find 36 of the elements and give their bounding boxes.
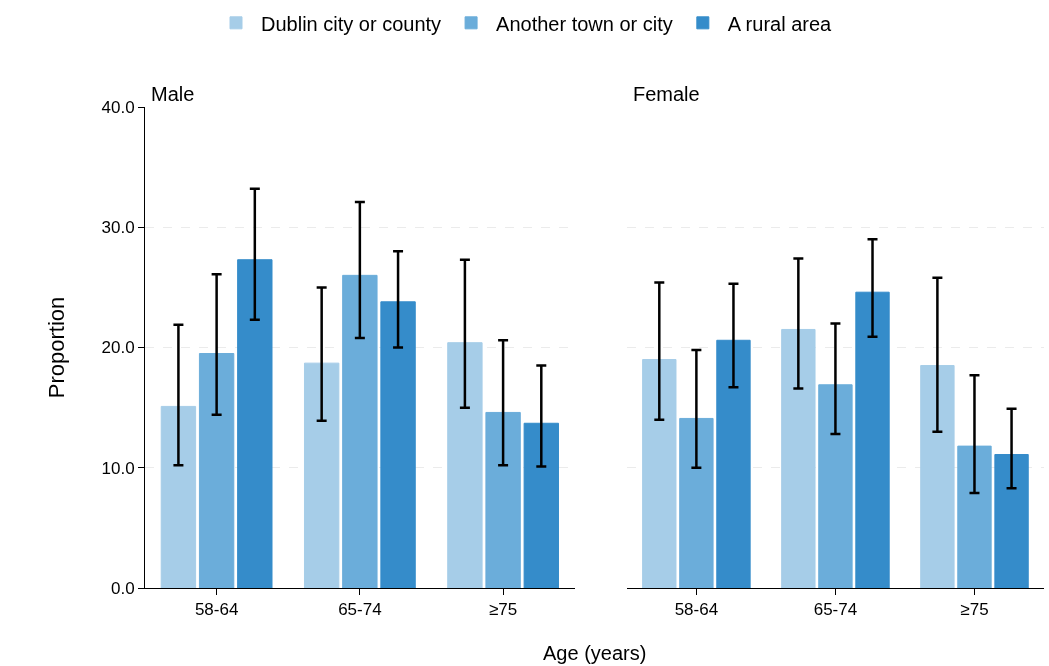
x-tick-label: 65-74 [338,600,382,620]
bar [716,339,751,588]
x-tick-label: ≥75 [488,600,518,620]
legend-label: Another town or city [496,12,673,35]
y-tick-label: 40.0 [101,97,135,117]
bar [920,365,955,588]
chart-title: Female [633,83,700,105]
bar [994,454,1029,588]
bar [957,445,992,588]
x-axis-title: Age (years) [543,642,647,664]
x-tick-label: 65-74 [813,600,858,620]
x-tick-label: ≥75 [960,600,989,620]
bar [855,291,890,588]
bar [342,274,378,588]
bar [818,384,853,588]
bar [447,342,483,588]
bar [303,362,340,588]
bar [237,259,273,588]
chart-title: Male [151,83,195,105]
y-tick-label: 20.0 [101,338,135,358]
y-tick-label: 30.0 [101,218,135,238]
bar [160,405,197,588]
y-axis-title: Proportion [44,296,70,399]
y-tick-label: 0.0 [110,578,135,598]
bar [198,353,235,588]
bar [642,359,677,588]
bar [781,328,816,588]
bar [523,422,559,588]
x-tick-label: 58-64 [194,600,239,620]
x-tick-label: 58-64 [674,600,719,620]
bar [485,411,521,588]
legend-label: A rural area [727,12,833,35]
y-tick-label: 10.0 [101,458,135,478]
bar [380,301,416,588]
bar [679,417,714,588]
legend-label: Dublin city or county [261,12,442,35]
